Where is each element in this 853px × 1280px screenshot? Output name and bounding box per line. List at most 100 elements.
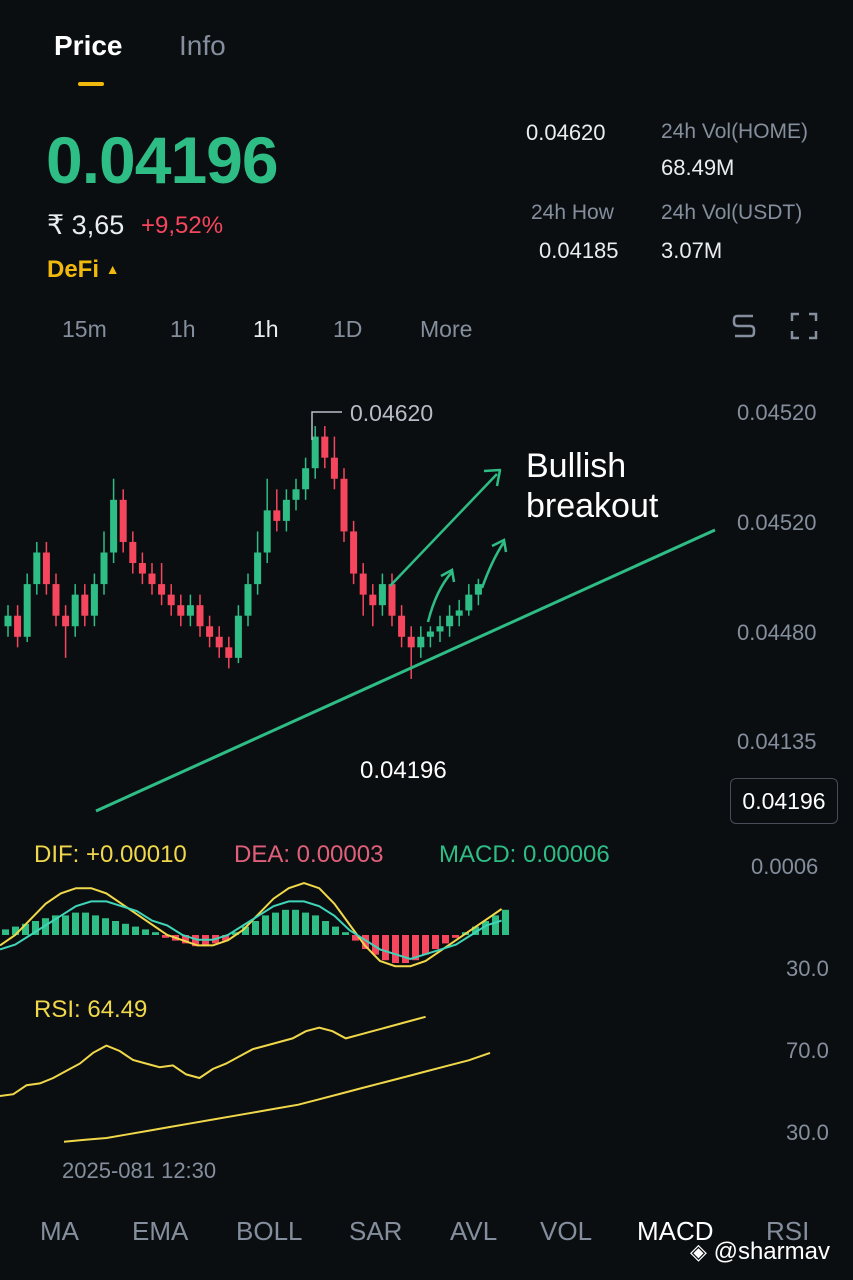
candle-body	[167, 594, 175, 606]
macd-histogram-bar	[142, 929, 149, 935]
candle-body	[302, 468, 310, 490]
macd-histogram-bar	[192, 935, 199, 947]
macd-histogram-bar	[82, 912, 89, 935]
macd-histogram-bar	[12, 926, 19, 935]
time-label: 2025-081 12:30	[62, 1158, 217, 1183]
macd-histogram-bar	[452, 935, 459, 938]
chart-settings-icon[interactable]	[731, 312, 757, 340]
rsi-line	[0, 1015, 426, 1097]
rsi-axis-label: 70.0	[786, 1038, 829, 1063]
candle-body	[263, 510, 271, 553]
candle-body	[446, 615, 454, 627]
tab-info[interactable]: Info	[179, 30, 226, 61]
rsi-ma-line	[63, 1051, 491, 1143]
tab-price[interactable]: Price	[54, 30, 123, 61]
candle-body	[436, 626, 444, 632]
candle-body	[148, 573, 156, 585]
indicator-macd[interactable]: MACD	[637, 1216, 714, 1246]
interval-1h-active[interactable]: 1h	[253, 316, 279, 342]
candle-body	[330, 457, 338, 479]
candle-body	[350, 531, 358, 574]
fullscreen-icon[interactable]	[790, 312, 818, 340]
interval-more[interactable]: More	[420, 316, 473, 342]
indicator-avl[interactable]: AVL	[450, 1216, 498, 1246]
macd-histogram-bar	[212, 935, 219, 944]
macd-histogram-bar	[352, 935, 359, 941]
sector-tag[interactable]: DeFi ▲	[47, 256, 120, 284]
macd-histogram-bar	[62, 915, 69, 935]
high-value: 0.04620	[526, 120, 606, 145]
macd-dif-label: DIF: +0.00010	[34, 841, 187, 868]
candle-body	[474, 584, 482, 595]
macd-histogram-bar	[262, 915, 269, 935]
candle-body	[81, 594, 89, 616]
vol-usdt-label: 24h Vol(USDT)	[661, 201, 803, 224]
fiat-value: ₹ 3,65	[47, 210, 125, 240]
macd-histogram-bar	[302, 912, 309, 935]
high-annotation: 0.04620	[350, 400, 434, 426]
macd-histogram-bar	[22, 923, 29, 935]
candle-body	[158, 584, 166, 595]
rsi-axis-label: 30.0	[786, 1120, 829, 1145]
vol-home-label: 24h Vol(HOME)	[661, 120, 809, 143]
indicator-ema[interactable]: EMA	[132, 1216, 189, 1246]
candle-body	[407, 636, 415, 648]
macd-histogram-bar	[152, 932, 159, 935]
price-axis-label: 0.04520	[737, 510, 817, 535]
vol-usdt-value: 3.07M	[661, 238, 723, 263]
macd-histogram-bar	[342, 932, 349, 935]
breakout-label-line1: Bullish	[526, 447, 627, 485]
watermark: ◈ @sharmav	[690, 1238, 830, 1266]
active-tab-indicator	[78, 82, 104, 86]
indicator-boll[interactable]: BOLL	[236, 1216, 303, 1246]
macd-histogram-bar	[42, 918, 49, 935]
interval-15m[interactable]: 15m	[62, 316, 107, 342]
macd-histogram-bar	[462, 932, 469, 935]
macd-histogram-bar	[412, 935, 419, 961]
macd-dea-line	[0, 900, 502, 961]
macd-histogram-bar	[72, 912, 79, 935]
indicator-ma[interactable]: MA	[40, 1216, 79, 1246]
candle-body	[340, 478, 348, 532]
interval-1h[interactable]: 1h	[170, 316, 196, 342]
macd-histogram-bar	[422, 935, 429, 955]
candle-body	[311, 436, 319, 469]
current-price-tag: 0.04196	[730, 778, 838, 824]
breakout-label-line2: breakout	[526, 487, 659, 525]
macd-histogram-bar	[382, 935, 389, 961]
macd-histogram-bar	[202, 935, 209, 947]
candle-body	[282, 499, 290, 521]
candle-body	[455, 610, 463, 616]
candle-body	[110, 499, 118, 553]
candle-body	[273, 510, 281, 521]
macd-histogram-bar	[182, 935, 189, 944]
caret-up-icon: ▲	[105, 261, 120, 277]
sector-label: DeFi	[47, 256, 100, 283]
candle-body	[14, 615, 22, 637]
macd-histogram-bar	[472, 926, 479, 935]
macd-histogram-bar	[102, 918, 109, 935]
breakout-arrows	[389, 468, 508, 623]
watermark-text: @sharmav	[713, 1238, 830, 1265]
macd-histogram-bar	[322, 921, 329, 935]
candle-body	[244, 584, 252, 616]
macd-histogram-bar	[222, 935, 229, 941]
indicator-sar[interactable]: SAR	[349, 1216, 403, 1246]
macd-value-label: MACD: 0.00006	[439, 841, 610, 868]
indicator-vol[interactable]: VOL	[540, 1216, 593, 1246]
macd-histogram-bar	[252, 921, 259, 935]
macd-histogram-bar	[242, 926, 249, 935]
candle-body	[398, 615, 406, 637]
macd-histogram-bar	[122, 923, 129, 935]
candle-body	[138, 563, 146, 574]
interval-1d[interactable]: 1D	[333, 316, 363, 342]
binance-logo-icon: ◈	[690, 1239, 707, 1264]
macd-histogram-bar	[482, 921, 489, 935]
low-value: 0.04185	[539, 238, 619, 263]
indicator-rsi[interactable]: RSI	[766, 1216, 810, 1246]
macd-histogram-bar	[432, 935, 439, 949]
candle-body	[90, 584, 98, 616]
macd-histogram-bar	[362, 935, 369, 949]
candle-body	[129, 541, 137, 564]
macd-histogram-bar	[172, 935, 179, 941]
